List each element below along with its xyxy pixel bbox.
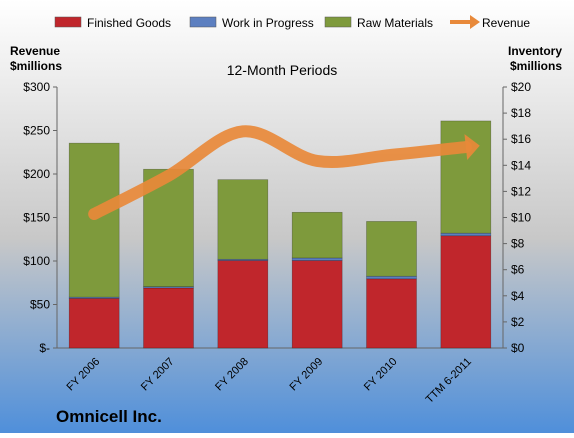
bar-finished-goods — [69, 298, 119, 348]
right-tick-label: $8 — [511, 237, 525, 251]
right-tick-label: $2 — [511, 315, 525, 329]
bar-finished-goods — [441, 236, 491, 348]
bar-work-in-progress — [367, 276, 417, 279]
left-axis-label-line1: Revenue — [10, 44, 60, 58]
right-tick-label: $10 — [511, 211, 531, 225]
left-tick-label: $- — [39, 341, 50, 355]
left-tick-label: $50 — [30, 298, 50, 312]
right-tick-label: $18 — [511, 106, 531, 120]
bar-raw-materials — [367, 221, 417, 276]
left-tick-label: $300 — [23, 80, 50, 94]
bar-raw-materials — [218, 180, 268, 260]
bar-work-in-progress — [441, 233, 491, 236]
legend-swatch-raw-materials — [325, 17, 351, 27]
legend-swatch-finished-goods — [55, 17, 81, 27]
legend-label-work-in-progress: Work in Progress — [222, 16, 314, 30]
right-tick-label: $16 — [511, 132, 531, 146]
left-tick-label: $100 — [23, 254, 50, 268]
bar-raw-materials — [69, 143, 119, 297]
right-tick-label: $6 — [511, 263, 525, 277]
bar-work-in-progress — [292, 258, 342, 261]
legend-label-revenue: Revenue — [482, 16, 530, 30]
legend-swatch-work-in-progress — [190, 17, 216, 27]
right-tick-label: $14 — [511, 158, 531, 172]
right-tick-label: $0 — [511, 341, 525, 355]
bar-finished-goods — [292, 261, 342, 348]
bar-raw-materials — [292, 212, 342, 258]
left-tick-label: $200 — [23, 167, 50, 181]
right-axis-label-line1: Inventory — [508, 44, 562, 58]
left-tick-label: $250 — [23, 124, 50, 138]
bar-finished-goods — [218, 261, 268, 348]
bar-finished-goods — [144, 288, 194, 348]
right-axis-label-line2: $millions — [510, 59, 562, 73]
bar-finished-goods — [367, 279, 417, 348]
chart-title: 12-Month Periods — [227, 62, 338, 78]
right-tick-label: $12 — [511, 184, 531, 198]
legend-label-raw-materials: Raw Materials — [357, 16, 433, 30]
right-tick-label: $4 — [511, 289, 525, 303]
legend-label-finished-goods: Finished Goods — [87, 16, 171, 30]
left-tick-label: $150 — [23, 211, 50, 225]
company-name: Omnicell Inc. — [56, 407, 162, 426]
left-axis-label-line2: $millions — [10, 59, 62, 73]
right-tick-label: $20 — [511, 80, 531, 94]
